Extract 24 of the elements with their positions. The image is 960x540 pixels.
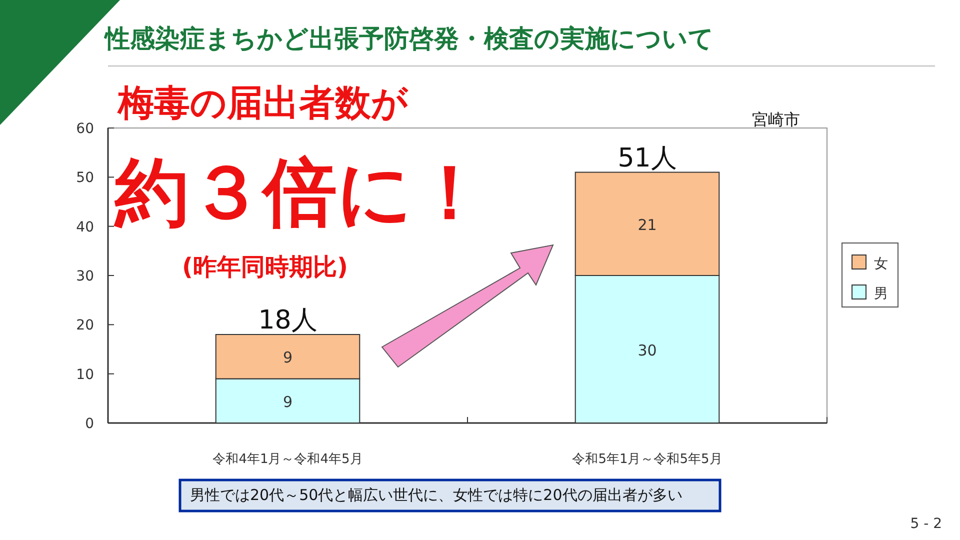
x-tick-label: 令和5年1月～令和5年5月 (572, 452, 722, 467)
total-label: 51人 (618, 143, 677, 174)
y-tick-label: 30 (76, 268, 94, 284)
chart-title: 性感染症まちかど出張予防啓発・検査の実施について (103, 24, 714, 53)
y-tick-label: 0 (85, 416, 94, 432)
text: 梅毒の届出者数が (116, 83, 409, 124)
y-tick-label: 50 (76, 170, 94, 186)
y-tick-label: 10 (76, 366, 94, 383)
text: 男性では20代～50代と幅広い世代に、女性では特に20代の届出者が多い (190, 486, 682, 504)
annotation: 約３倍に！ (113, 150, 487, 236)
y-tick-label: 40 (76, 219, 94, 236)
data-label: 30 (638, 341, 657, 360)
text: 5 - 2 (910, 516, 942, 532)
x-tick-label: 令和4年1月～令和4年5月 (212, 452, 363, 467)
annotation: 宮崎市 (752, 110, 800, 129)
y-tick-label: 60 (76, 121, 94, 137)
data-label: 21 (638, 216, 657, 234)
annotation: (昨年同時期比) (182, 253, 348, 281)
y-tick-label: 20 (76, 318, 94, 334)
legend-label: 女 (874, 256, 888, 272)
legend-label: 男 (874, 286, 888, 302)
data-label: 9 (282, 348, 293, 367)
data-label: 9 (282, 392, 293, 411)
total-label: 18人 (258, 306, 318, 336)
